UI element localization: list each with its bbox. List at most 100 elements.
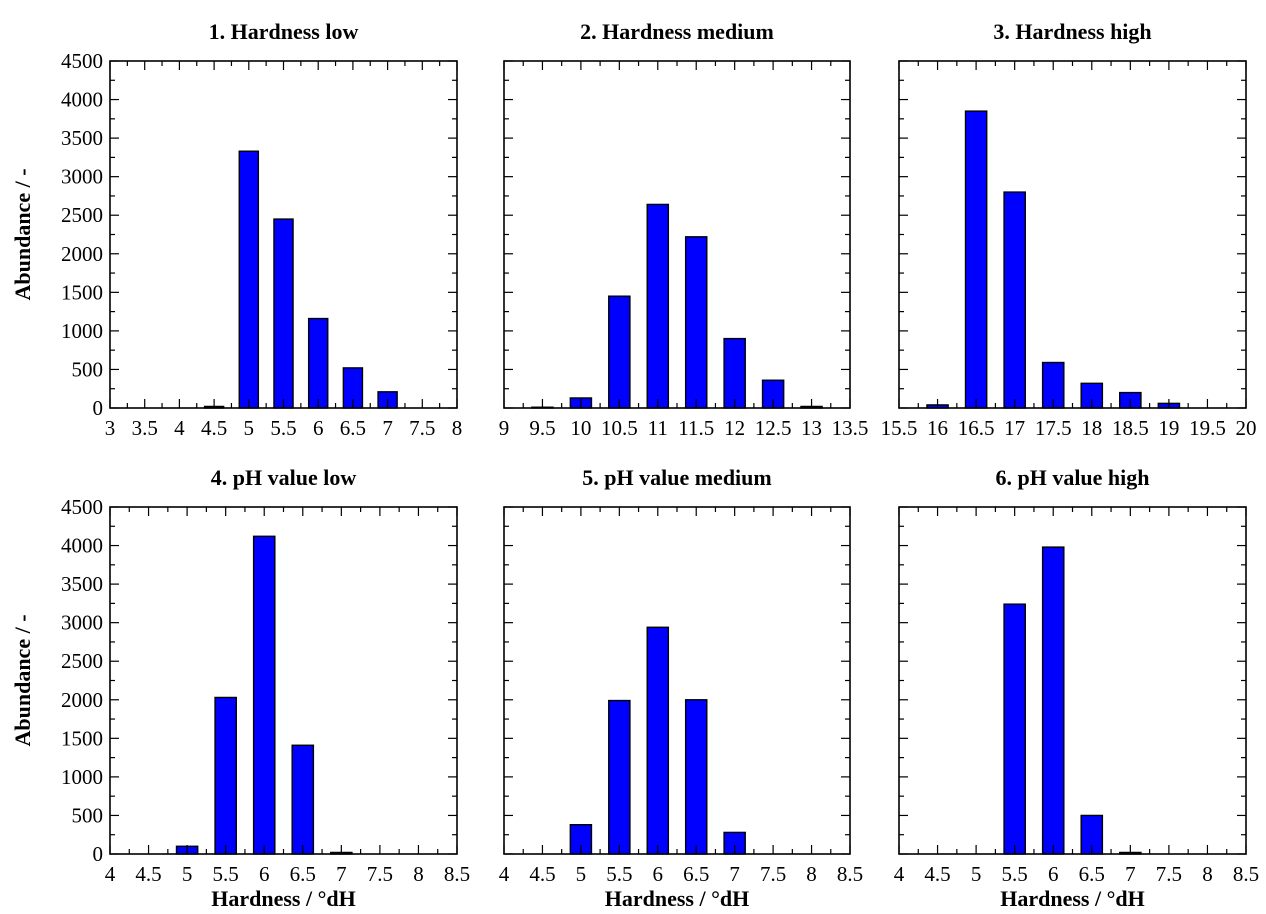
x-axis-label: Hardness / °dH <box>1000 886 1145 911</box>
x-tick-label: 18 <box>1081 416 1102 440</box>
bar <box>1041 546 1065 855</box>
x-tick-label: 7 <box>1125 862 1136 886</box>
panel-title: 5. pH value medium <box>582 465 771 490</box>
x-tick-label: 12 <box>724 416 745 440</box>
panel-title: 6. pH value high <box>995 465 1149 490</box>
bar <box>684 699 708 855</box>
x-tick-label: 13 <box>801 416 822 440</box>
plot-frame <box>109 506 458 855</box>
panel-title: 3. Hardness high <box>993 19 1151 44</box>
x-tick-label: 17.5 <box>1035 416 1072 440</box>
x-tick-label: 8 <box>806 862 817 886</box>
x-tick-label: 8 <box>413 862 424 886</box>
x-tick-label: 8 <box>452 416 463 440</box>
y-tick-label: 0 <box>93 396 104 420</box>
x-tick-label: 8.5 <box>1233 862 1259 886</box>
y-axis-label: Abundance / - <box>10 168 35 300</box>
x-tick-label: 5 <box>576 862 587 886</box>
x-tick-label: 19 <box>1158 416 1179 440</box>
panel-title: 1. Hardness low <box>209 19 359 44</box>
x-tick-label: 6 <box>1048 862 1059 886</box>
plot-frame <box>898 60 1247 409</box>
x-tick-label: 4.5 <box>924 862 950 886</box>
x-tick-label: 17 <box>1004 416 1025 440</box>
bar <box>214 696 237 855</box>
x-tick-label: 6.5 <box>340 416 366 440</box>
panel-title: 4. pH value low <box>211 465 357 490</box>
x-tick-label: 4.5 <box>135 862 161 886</box>
x-tick-label: 20 <box>1236 416 1257 440</box>
x-tick-label: 4 <box>499 862 510 886</box>
bar <box>723 337 746 409</box>
x-tick-label: 6 <box>313 416 324 440</box>
y-tick-label: 3000 <box>61 165 103 189</box>
x-tick-label: 5.5 <box>213 862 239 886</box>
x-tick-label: 4.5 <box>529 862 555 886</box>
bar <box>646 626 670 855</box>
bar <box>307 317 329 409</box>
y-tick-label: 1500 <box>61 280 103 304</box>
y-axis-label: Abundance / - <box>10 614 35 746</box>
y-tick-label: 3000 <box>61 611 103 635</box>
bar <box>238 150 260 409</box>
x-tick-label: 4.5 <box>201 416 227 440</box>
x-tick-label: 4 <box>894 862 905 886</box>
x-tick-label: 7.5 <box>760 862 786 886</box>
chart-panel-4: 4 4.5 5 5.5 6 6.5 7 7.5 8 8.5 0 500 1000 1500 2000 2500… <box>10 465 470 911</box>
x-tick-label: 7.5 <box>367 862 393 886</box>
y-tick-label: 4000 <box>61 88 103 112</box>
x-tick-label: 6.5 <box>683 862 709 886</box>
y-tick-label: 2000 <box>61 688 103 712</box>
x-tick-label: 18.5 <box>1112 416 1149 440</box>
bar <box>1003 191 1026 409</box>
x-tick-label: 9.5 <box>529 416 555 440</box>
x-tick-label: 6 <box>653 862 664 886</box>
x-tick-label: 8 <box>1202 862 1213 886</box>
y-tick-label: 4500 <box>61 49 103 73</box>
y-tick-label: 1000 <box>61 765 103 789</box>
x-tick-label: 7.5 <box>409 416 435 440</box>
bar <box>684 236 708 409</box>
chart-panel-6: 4 4.5 5 5.5 6 6.5 7 7.5 8 8.5 6. pH value high Hard… <box>894 465 1259 911</box>
y-tick-label: 2500 <box>61 649 103 673</box>
y-tick-label: 500 <box>72 357 104 381</box>
x-tick-label: 7 <box>382 416 393 440</box>
panel-title: 2. Hardness medium <box>580 19 774 44</box>
x-tick-label: 16.5 <box>958 416 995 440</box>
x-tick-label: 11 <box>648 416 668 440</box>
x-tick-label: 10.5 <box>601 416 638 440</box>
y-tick-label: 1500 <box>61 726 103 750</box>
x-tick-label: 5.5 <box>270 416 296 440</box>
x-tick-label: 5.5 <box>1002 862 1028 886</box>
chart-panel-3: 15.5 16 16.5 17 17.5 18 18.5 19 19.5 20 3. Hardnes… <box>881 19 1257 440</box>
plot-frame <box>503 60 851 409</box>
x-tick-label: 6 <box>259 862 270 886</box>
y-tick-label: 3500 <box>61 126 103 150</box>
x-tick-label: 5 <box>244 416 255 440</box>
x-axis-label: Hardness / °dH <box>605 886 750 911</box>
y-tick-label: 4000 <box>61 534 103 558</box>
chart-panel-2: 9 9.5 10 10.5 11 11.5 12 12.5 13 13.5 2. Hardness … <box>499 19 869 440</box>
x-tick-label: 7.5 <box>1156 862 1182 886</box>
bar <box>291 744 315 855</box>
bar <box>1003 603 1026 855</box>
y-tick-label: 500 <box>72 803 104 827</box>
y-tick-label: 4500 <box>61 495 103 519</box>
x-tick-label: 5 <box>971 862 982 886</box>
x-tick-label: 5.5 <box>606 862 632 886</box>
y-tick-label: 0 <box>93 842 104 866</box>
x-tick-label: 11.5 <box>678 416 714 440</box>
x-tick-label: 6.5 <box>1079 862 1105 886</box>
x-tick-label: 3 <box>105 416 116 440</box>
x-tick-label: 3.5 <box>132 416 158 440</box>
bar <box>646 203 670 409</box>
bar <box>608 295 631 409</box>
x-axis-label: Hardness / °dH <box>211 886 356 911</box>
x-tick-label: 5 <box>182 862 193 886</box>
x-tick-label: 10 <box>570 416 591 440</box>
x-tick-label: 9 <box>499 416 510 440</box>
x-tick-label: 19.5 <box>1189 416 1226 440</box>
plot-frame <box>503 506 851 855</box>
plot-frame <box>898 506 1247 855</box>
x-tick-label: 7 <box>336 862 347 886</box>
